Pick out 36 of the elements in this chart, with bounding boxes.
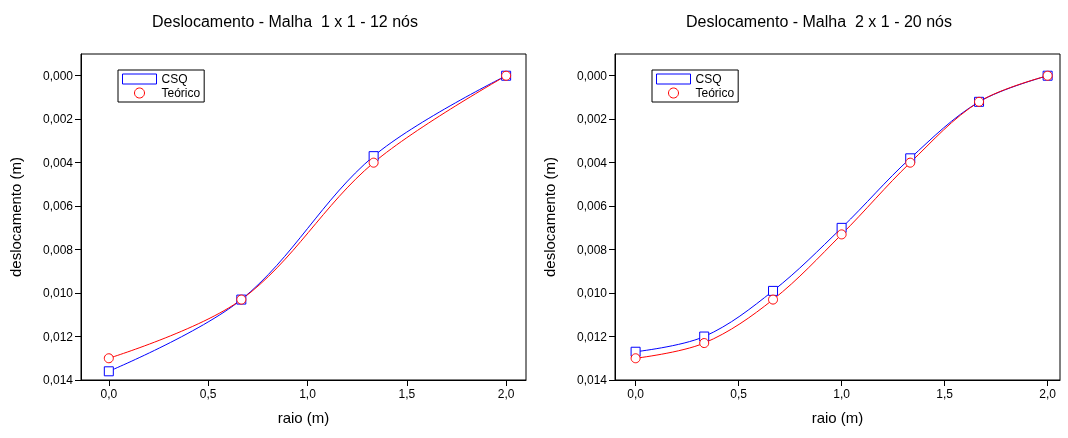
x-tick-label: 2,0 xyxy=(1039,387,1057,401)
y-tick-label: 0,000 xyxy=(576,68,608,83)
x-tick-label: 0,0 xyxy=(100,387,118,401)
y-tick-label: 0,014 xyxy=(42,373,74,387)
y-tick-label: 0,008 xyxy=(42,242,74,257)
y-tick-label: 0,006 xyxy=(42,199,74,214)
legend-label: CSQ xyxy=(161,72,188,86)
legend-label: CSQ xyxy=(695,72,722,86)
x-tick-label: 1,5 xyxy=(398,387,416,401)
legend-label: Teórico xyxy=(161,86,201,100)
y-tick-label: 0,010 xyxy=(576,286,608,301)
y-tick-label: 0,012 xyxy=(42,329,74,344)
y-axis-title: deslocamento (m) xyxy=(7,156,24,278)
x-tick-label: 0,0 xyxy=(627,387,645,401)
y-tick-label: 0,014 xyxy=(576,373,608,387)
y-tick-label: 0,004 xyxy=(576,155,608,170)
y-tick-label: 0,002 xyxy=(576,112,608,127)
y-tick-label: 0,010 xyxy=(42,286,74,301)
chart-title: Deslocamento - Malha 1 x 1 - 12 nós xyxy=(152,12,418,30)
x-tick-label: 1,0 xyxy=(833,387,851,401)
y-tick-label: 0,000 xyxy=(42,68,74,83)
x-tick-label: 1,0 xyxy=(299,387,317,401)
x-tick-label: 2,0 xyxy=(497,387,515,401)
x-tick-label: 1,5 xyxy=(936,387,954,401)
x-tick-label: 0,5 xyxy=(730,387,748,401)
y-axis-title: deslocamento (m) xyxy=(541,156,558,278)
y-tick-label: 0,012 xyxy=(576,329,608,344)
x-axis-title: raio (m) xyxy=(811,409,864,426)
x-axis-title: raio (m) xyxy=(277,409,330,426)
legend-label: Teórico xyxy=(695,86,735,100)
y-tick-label: 0,008 xyxy=(576,242,608,257)
y-tick-label: 0,002 xyxy=(42,112,74,127)
chart-title: Deslocamento - Malha 2 x 1 - 20 nós xyxy=(686,12,952,30)
y-tick-label: 0,006 xyxy=(576,199,608,214)
y-tick-label: 0,004 xyxy=(42,155,74,170)
x-tick-label: 0,5 xyxy=(199,387,217,401)
